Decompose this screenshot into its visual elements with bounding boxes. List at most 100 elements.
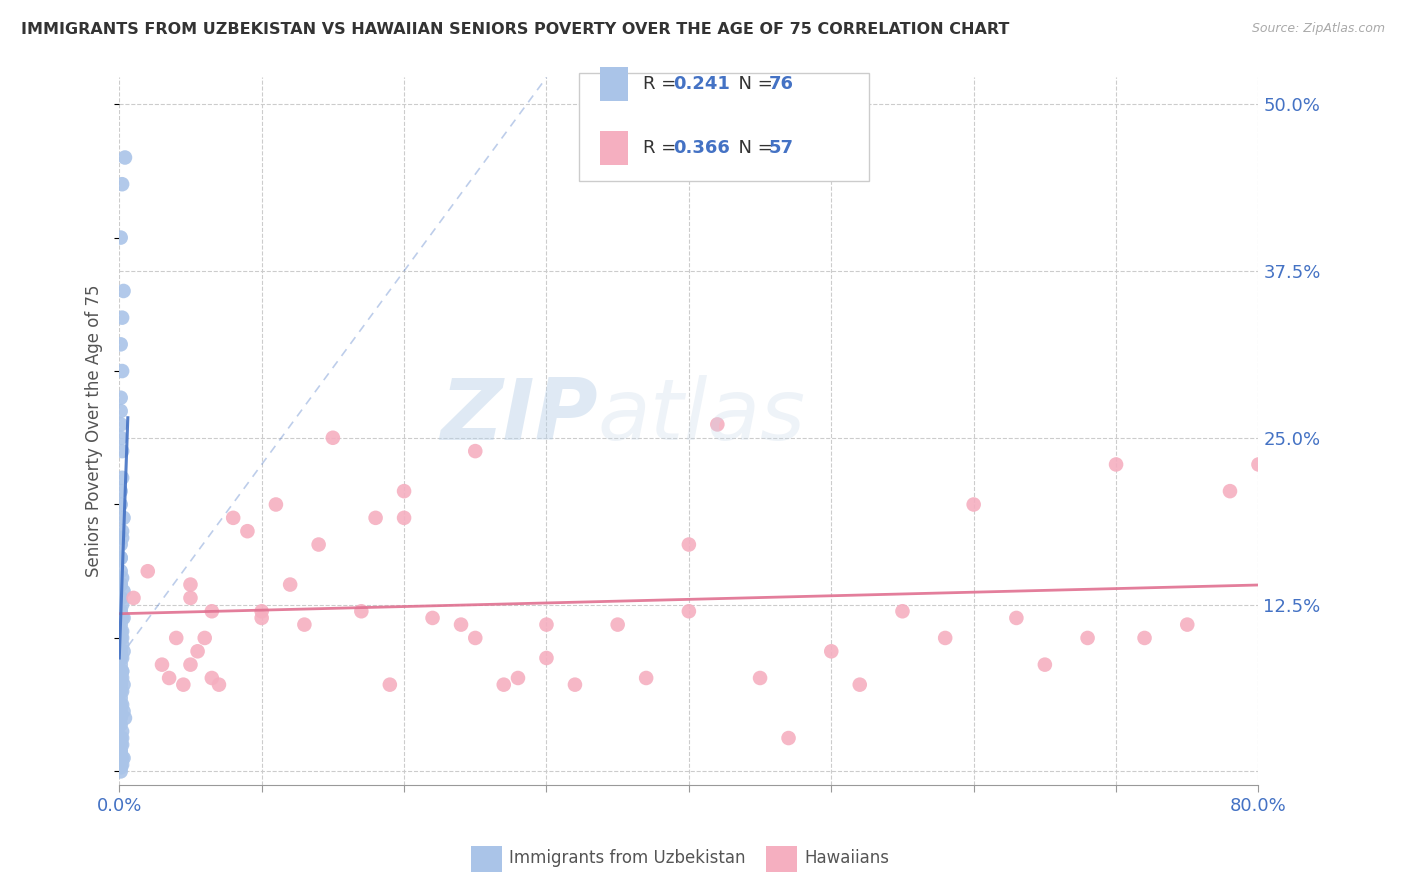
Point <box>111 738 134 752</box>
Point <box>110 391 132 405</box>
Point <box>110 631 132 645</box>
Text: ZIP: ZIP <box>440 376 598 458</box>
Point <box>678 604 700 618</box>
Point <box>179 577 201 591</box>
Point <box>111 665 134 679</box>
Point <box>1247 458 1270 472</box>
Point <box>110 537 132 551</box>
Point <box>112 511 135 525</box>
Point <box>464 631 486 645</box>
Point <box>111 684 134 698</box>
Text: IMMIGRANTS FROM UZBEKISTAN VS HAWAIIAN SENIORS POVERTY OVER THE AGE OF 75 CORREL: IMMIGRANTS FROM UZBEKISTAN VS HAWAIIAN S… <box>21 22 1010 37</box>
Point <box>110 744 132 758</box>
Point <box>536 617 558 632</box>
Y-axis label: Seniors Poverty Over the Age of 75: Seniors Poverty Over the Age of 75 <box>86 285 103 577</box>
Point <box>820 644 842 658</box>
Point <box>165 631 187 645</box>
Point <box>292 617 315 632</box>
Point <box>110 704 132 718</box>
Text: Source: ZipAtlas.com: Source: ZipAtlas.com <box>1251 22 1385 36</box>
Point <box>112 584 135 599</box>
Point <box>464 444 486 458</box>
Point <box>136 564 159 578</box>
Point <box>111 364 134 378</box>
Point <box>111 671 134 685</box>
Point <box>111 178 134 192</box>
Point <box>322 431 344 445</box>
Point <box>201 671 224 685</box>
Point <box>678 537 700 551</box>
Point <box>392 511 415 525</box>
Point <box>110 717 132 731</box>
Text: 57: 57 <box>769 139 794 157</box>
Point <box>201 604 224 618</box>
Point <box>110 757 132 772</box>
Point <box>110 738 132 752</box>
Point <box>110 604 132 618</box>
Point <box>122 591 145 605</box>
Point <box>110 337 132 351</box>
Point <box>111 631 134 645</box>
Point <box>110 404 132 418</box>
Point <box>1033 657 1056 672</box>
Point <box>150 657 173 672</box>
Point <box>378 678 401 692</box>
Point <box>111 757 134 772</box>
Point <box>308 537 330 551</box>
Text: Immigrants from Uzbekistan: Immigrants from Uzbekistan <box>509 849 745 867</box>
Text: R =: R = <box>643 75 682 93</box>
Point <box>110 691 132 706</box>
Text: Hawaiians: Hawaiians <box>804 849 889 867</box>
Point <box>110 757 132 772</box>
Text: N =: N = <box>727 75 779 93</box>
Text: 76: 76 <box>769 75 794 93</box>
Point <box>963 498 986 512</box>
Point <box>111 624 134 639</box>
Point <box>778 731 800 745</box>
Point <box>848 678 870 692</box>
Point <box>891 604 914 618</box>
Point <box>110 684 132 698</box>
Point <box>364 511 387 525</box>
Point <box>112 284 135 298</box>
Point <box>706 417 728 432</box>
Point <box>112 704 135 718</box>
Point <box>264 498 287 512</box>
Point <box>492 678 515 692</box>
Point <box>278 577 301 591</box>
Point <box>1133 631 1156 645</box>
Point <box>110 764 132 779</box>
Point <box>172 678 194 692</box>
Point <box>110 698 132 712</box>
Point <box>222 511 245 525</box>
Point <box>112 678 135 692</box>
Text: 0.366: 0.366 <box>673 139 730 157</box>
Point <box>111 444 134 458</box>
Point <box>450 617 472 632</box>
Point <box>934 631 956 645</box>
Point <box>110 651 132 665</box>
Point <box>110 564 132 578</box>
Point <box>110 624 132 639</box>
Point <box>111 751 134 765</box>
Point <box>110 577 132 591</box>
Point <box>114 711 136 725</box>
Point <box>110 671 132 685</box>
Point <box>110 678 132 692</box>
Point <box>179 591 201 605</box>
Point <box>1105 458 1128 472</box>
Point <box>110 754 132 768</box>
Point <box>392 484 415 499</box>
Point <box>506 671 529 685</box>
Point <box>112 751 135 765</box>
Point <box>187 644 209 658</box>
Point <box>536 651 558 665</box>
Point <box>110 744 132 758</box>
Text: N =: N = <box>727 139 779 157</box>
Point <box>1175 617 1198 632</box>
Point <box>110 760 132 774</box>
Point <box>110 591 132 605</box>
Point <box>111 310 134 325</box>
Point <box>179 657 201 672</box>
Point <box>111 524 134 539</box>
